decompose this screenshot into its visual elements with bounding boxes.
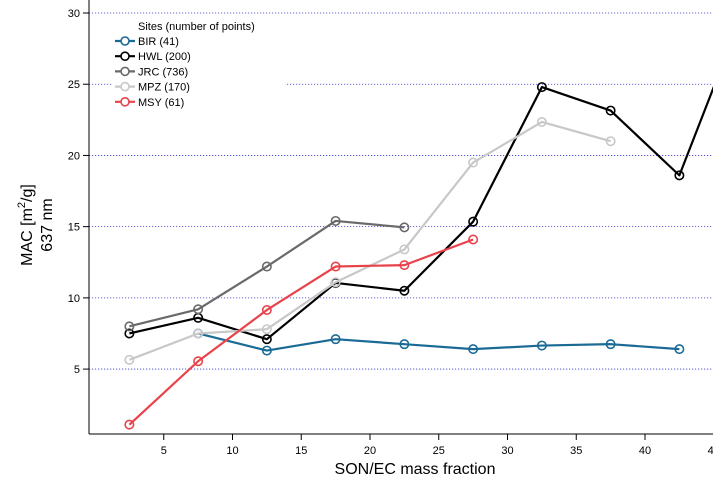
legend: Sites (number of points) BIR (41) HWL (200… xyxy=(113,15,285,111)
legend-item-bir: BIR (41) xyxy=(115,36,179,48)
point-mpz-3 xyxy=(330,277,341,288)
series-mpz xyxy=(124,116,616,365)
point-hwl-0 xyxy=(124,328,135,339)
point-mpz-1 xyxy=(193,328,204,339)
legend-swatch-marker-bir xyxy=(120,36,130,46)
y-axis-title: MAC [m2/g] 637 nm xyxy=(16,184,56,266)
legend-label-mpz: MPZ (170) xyxy=(138,82,190,94)
legend-background xyxy=(113,15,285,111)
series-line-mpz xyxy=(128,120,611,361)
legend-swatch-marker-jrc xyxy=(120,66,130,77)
y-tick-label-30: 30 xyxy=(68,8,80,20)
x-tick-label-10: 10 xyxy=(226,445,238,457)
series-line-msy xyxy=(128,238,474,426)
y-tick-label-15: 15 xyxy=(68,222,80,234)
series-line-bir xyxy=(197,332,680,352)
point-hwl-4 xyxy=(399,285,410,296)
point-mpz-7 xyxy=(605,136,616,147)
point-msy-1 xyxy=(193,356,204,367)
point-mpz-5 xyxy=(468,157,479,168)
legend-title: Sites (number of points) xyxy=(138,21,255,33)
x-tick-label-15: 15 xyxy=(295,445,307,457)
legend-item-jrc: JRC (736) xyxy=(115,66,188,78)
point-bir-6 xyxy=(605,339,616,350)
point-bir-2 xyxy=(330,334,341,345)
gridlines xyxy=(89,12,713,370)
legend-label-hwl: HWL (200) xyxy=(138,51,191,63)
point-msy-4 xyxy=(399,260,410,271)
y-tick-label-20: 20 xyxy=(68,150,80,162)
point-hwl-7 xyxy=(605,105,616,116)
point-bir-7 xyxy=(674,344,685,355)
y-tick-label-25: 25 xyxy=(68,79,80,91)
point-hwl-2 xyxy=(261,334,272,345)
y-axis-title-unit: /g] xyxy=(19,184,36,202)
series-hwl xyxy=(124,82,713,345)
x-axis-title: SON/EC mass fraction xyxy=(335,461,496,478)
point-hwl-5 xyxy=(468,216,479,227)
legend-item-mpz: MPZ (170) xyxy=(115,82,190,94)
point-bir-4 xyxy=(468,344,479,355)
legend-label-jrc: JRC (736) xyxy=(138,66,188,78)
point-jrc-0 xyxy=(124,321,135,332)
point-msy-2 xyxy=(261,304,272,315)
series-msy xyxy=(124,234,479,430)
x-tick-label-25: 25 xyxy=(433,445,445,457)
point-mpz-2 xyxy=(261,324,272,335)
point-jrc-1 xyxy=(193,304,204,315)
point-jrc-2 xyxy=(261,261,272,272)
y-axis-title-superscript: 2 xyxy=(16,202,28,208)
series-layer xyxy=(124,82,713,430)
point-hwl-6 xyxy=(536,82,547,93)
point-mpz-6 xyxy=(536,116,547,127)
legend-swatch-marker-hwl xyxy=(120,51,130,62)
x-tick-label-20: 20 xyxy=(364,445,376,457)
point-bir-5 xyxy=(536,340,547,351)
y-axis-title-main: MAC [m xyxy=(19,208,36,266)
y-axis-title-line1: MAC [m2/g] xyxy=(16,184,36,266)
y-tick-label-10: 10 xyxy=(68,293,80,305)
legend-item-hwl: HWL (200) xyxy=(115,51,191,63)
point-msy-0 xyxy=(124,419,135,430)
series-line-hwl xyxy=(129,85,713,341)
point-msy-3 xyxy=(330,261,341,272)
point-bir-3 xyxy=(399,339,410,350)
axes: 5 10 15 20 25 30 5 10 15 20 25 30 35 40 45 xyxy=(68,0,713,457)
point-msy-5 xyxy=(468,234,479,245)
point-jrc-3 xyxy=(330,215,341,226)
series-line-jrc xyxy=(129,219,405,328)
legend-item-msy: MSY (61) xyxy=(115,97,184,109)
point-jrc-4 xyxy=(399,222,410,233)
x-tick-label-5: 5 xyxy=(161,445,167,457)
legend-swatch-marker-msy xyxy=(120,97,130,107)
legend-label-msy: MSY (61) xyxy=(138,97,184,109)
series-bir xyxy=(193,328,685,356)
point-mpz-0 xyxy=(124,354,135,365)
x-tick-label-40: 40 xyxy=(639,445,651,457)
series-jrc xyxy=(124,215,410,332)
point-mpz-4 xyxy=(399,244,410,255)
x-tick-label-30: 30 xyxy=(501,445,513,457)
point-hwl-8 xyxy=(674,170,685,181)
legend-swatch-marker-mpz xyxy=(120,81,130,92)
point-bir-1 xyxy=(261,345,272,356)
y-axis-title-line2: 637 nm xyxy=(39,198,56,251)
x-tick-label-35: 35 xyxy=(570,445,582,457)
y-tick-label-5: 5 xyxy=(74,364,80,376)
x-tick-label-45: 45 xyxy=(708,445,713,457)
legend-label-bir: BIR (41) xyxy=(138,36,179,48)
